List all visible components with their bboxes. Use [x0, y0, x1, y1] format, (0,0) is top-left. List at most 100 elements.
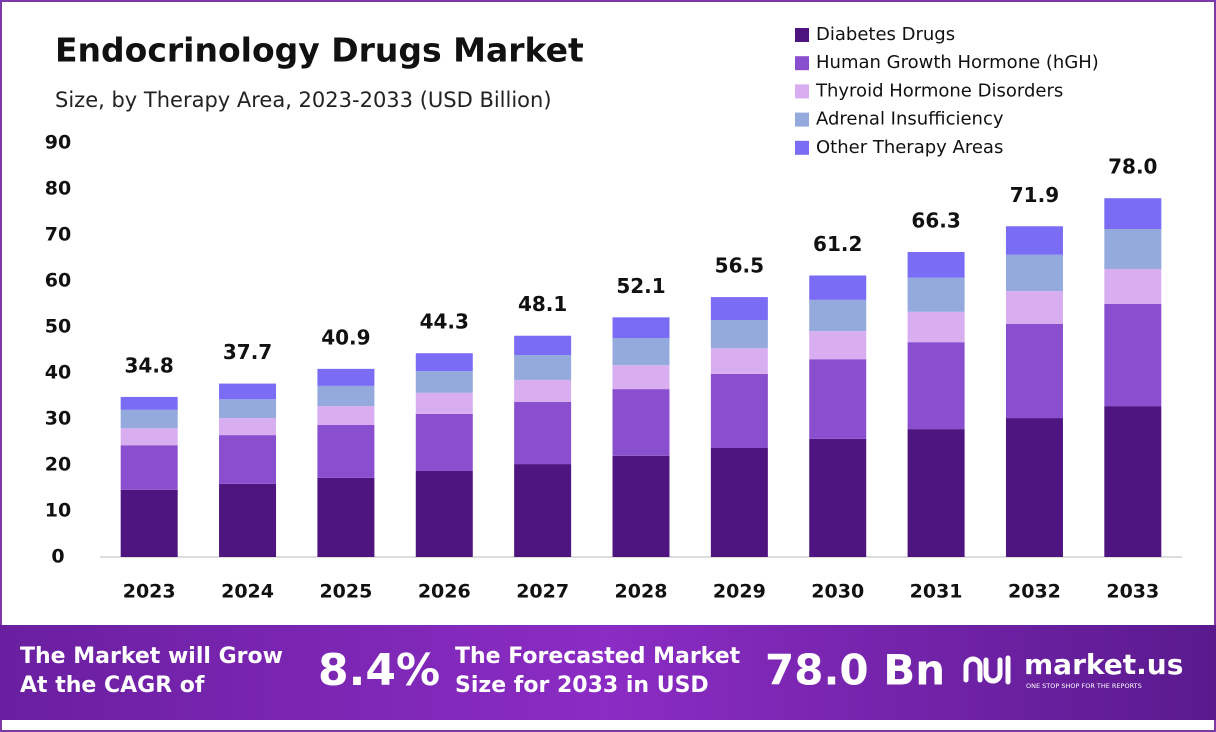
bar-segment: [514, 335, 572, 356]
y-tick-label: 30: [45, 408, 71, 430]
bar-segment: [120, 396, 178, 410]
footer-value: 78.0 Bn: [765, 646, 945, 695]
footer-text: At the CAGR of: [20, 673, 205, 698]
bar-segment: [317, 368, 375, 386]
bar-segment: [710, 373, 768, 448]
bar-segment: [415, 392, 473, 414]
total-label: 40.9: [321, 325, 370, 349]
total-label: 71.9: [1010, 183, 1059, 207]
legend-label: Thyroid Hormone Disorders: [815, 80, 1063, 101]
legend-label: Other Therapy Areas: [816, 137, 1003, 158]
legend-swatch: [795, 112, 809, 127]
bar-segment: [710, 447, 768, 557]
bar-segment: [1104, 304, 1162, 407]
x-tick-label: 2031: [910, 581, 963, 603]
x-tick-label: 2023: [123, 581, 176, 603]
bar-segment: [514, 355, 572, 380]
bar-segment: [809, 359, 867, 439]
x-tick-label: 2024: [221, 581, 274, 603]
bar-segment: [219, 399, 277, 419]
total-label: 34.8: [125, 353, 174, 377]
footer-banner: [0, 625, 1216, 720]
chart-title: Endocrinology Drugs Market: [55, 31, 584, 70]
total-label: 37.7: [223, 340, 272, 364]
bar-segment: [710, 348, 768, 374]
bar-segment: [710, 297, 768, 321]
y-tick-label: 90: [45, 132, 71, 154]
bar-segment: [1104, 198, 1162, 230]
legend-label: Human Growth Hormone (hGH): [816, 52, 1099, 73]
bar-segment: [317, 406, 375, 425]
bar-segment: [809, 275, 867, 300]
bar-segment: [219, 418, 277, 436]
bar-segment: [1104, 229, 1162, 270]
bar-segment: [415, 371, 473, 393]
x-tick-label: 2029: [713, 581, 766, 603]
y-tick-label: 0: [51, 546, 64, 568]
bar-segment: [907, 342, 965, 430]
footer-text: The Forecasted Market: [455, 644, 741, 669]
x-tick-label: 2027: [516, 581, 569, 603]
y-tick-label: 40: [45, 362, 71, 384]
bar-segment: [1104, 269, 1162, 304]
legend-swatch: [795, 56, 809, 71]
bar-segment: [514, 379, 572, 402]
bar-segment: [1005, 323, 1063, 419]
bar-segment: [809, 438, 867, 557]
bar-segment: [120, 409, 178, 429]
total-label: 52.1: [616, 274, 665, 298]
bar-segment: [219, 435, 277, 484]
y-tick-label: 10: [45, 500, 71, 522]
bar-segment: [514, 401, 572, 465]
total-label: 61.2: [813, 232, 862, 256]
bar-segment: [219, 483, 277, 557]
bar-segment: [907, 429, 965, 557]
total-label: 56.5: [715, 254, 764, 278]
legend-label: Diabetes Drugs: [816, 24, 955, 45]
bar-segment: [1005, 418, 1063, 557]
bar-segment: [809, 299, 867, 332]
bar-segment: [907, 277, 965, 312]
y-tick-label: 50: [45, 316, 71, 338]
y-tick-label: 80: [45, 178, 71, 200]
bar-segment: [1005, 254, 1063, 292]
footer-text: Size for 2033 in USD: [455, 673, 709, 698]
bar-segment: [612, 338, 670, 366]
legend-swatch: [795, 28, 809, 42]
bar-segment: [219, 383, 277, 400]
bar-segment: [317, 477, 375, 557]
bar-segment: [514, 464, 572, 557]
bar-segment: [415, 470, 473, 557]
y-tick-label: 60: [45, 270, 71, 292]
bar-segment: [612, 317, 670, 339]
x-tick-label: 2026: [418, 581, 471, 603]
bar-segment: [317, 424, 375, 478]
total-label: 78.0: [1108, 155, 1157, 179]
legend-label: Adrenal Insufficiency: [816, 109, 1004, 130]
x-tick-label: 2033: [1106, 581, 1159, 603]
bar-segment: [612, 389, 670, 456]
bar-segment: [415, 353, 473, 372]
bar-segment: [809, 331, 867, 360]
total-label: 48.1: [518, 292, 567, 316]
footer-text: The Market will Grow: [20, 644, 283, 669]
chart-subtitle: Size, by Therapy Area, 2023-2033 (USD Bi…: [55, 88, 552, 112]
total-label: 44.3: [420, 310, 469, 334]
y-tick-label: 70: [45, 224, 71, 246]
x-tick-label: 2032: [1008, 581, 1061, 603]
x-tick-label: 2030: [811, 581, 864, 603]
bar-segment: [1005, 291, 1063, 324]
bar-segment: [120, 445, 178, 490]
x-tick-label: 2028: [615, 581, 668, 603]
bar-segment: [120, 489, 178, 557]
legend-swatch: [795, 84, 809, 99]
footer-value: 8.4%: [318, 645, 440, 696]
bar-segment: [415, 413, 473, 471]
bar-segment: [1005, 226, 1063, 255]
legend-swatch: [795, 140, 809, 155]
bar-segment: [612, 455, 670, 557]
bar-segment: [710, 320, 768, 349]
bar-segment: [907, 311, 965, 343]
